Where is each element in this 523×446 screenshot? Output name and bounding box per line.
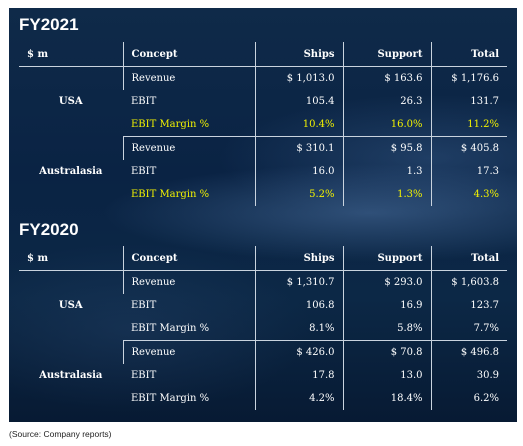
fy2020-table: $ m Concept Ships Support Total USA Reve… xyxy=(19,246,507,410)
total-cell: 123.7 xyxy=(430,294,507,317)
concept-cell: EBIT Margin % xyxy=(131,189,210,200)
table-row: USA Revenue $ 1,310.7 $ 293.0 $ 1,603.8 xyxy=(19,270,507,311)
table-row: EBIT Margin % 8.1% 5.8% 7.7% xyxy=(19,317,507,341)
concept-cell: Revenue xyxy=(122,270,255,294)
table-row-highlight: EBIT Margin % 10.4% 16.0% 11.2% xyxy=(19,113,507,137)
support-cell: 5.8% xyxy=(342,317,431,341)
total-cell: 4.3% xyxy=(430,183,507,206)
total-cell: 30.9 xyxy=(430,364,507,387)
table-row: EBIT Margin % 4.2% 18.4% 6.2% xyxy=(19,387,507,410)
table-row: EBIT 16.0 1.3 17.3 xyxy=(19,160,507,183)
concept-cell: Revenue xyxy=(122,66,255,90)
region-label: Australasia xyxy=(39,369,103,381)
concept-cell: EBIT xyxy=(131,370,157,381)
header-concept: Concept xyxy=(122,246,255,271)
total-cell: $ 405.8 xyxy=(430,136,507,160)
header-support: Support xyxy=(342,246,431,271)
header-unit: $ m xyxy=(19,246,123,271)
ships-cell: $ 426.0 xyxy=(254,340,343,364)
table-row: Australasia Revenue $ 426.0 $ 70.8 $ 496… xyxy=(19,340,507,381)
ships-cell: $ 1,310.7 xyxy=(254,270,343,294)
concept-cell: EBIT Margin % xyxy=(123,113,255,137)
total-cell: 11.2% xyxy=(430,113,507,137)
concept-cell: Revenue xyxy=(122,136,255,160)
header-support: Support xyxy=(342,42,431,67)
total-cell: 17.3 xyxy=(430,160,507,183)
table-row: USA Revenue $ 1,013.0 $ 163.6 $ 1,176.6 xyxy=(19,66,507,107)
total-cell: $ 1,176.6 xyxy=(430,66,507,90)
concept-cell: EBIT xyxy=(131,166,157,177)
source-note: (Source: Company reports) xyxy=(9,429,112,439)
support-cell: $ 95.8 xyxy=(342,136,431,160)
ships-cell: 10.4% xyxy=(254,113,343,137)
total-cell: $ 496.8 xyxy=(430,340,507,364)
ships-cell: 17.8 xyxy=(254,364,343,387)
support-cell: 13.0 xyxy=(342,364,431,387)
financial-panel: FY2021 $ m Concept Ships Support Total U… xyxy=(9,8,517,422)
ships-cell: 16.0 xyxy=(254,160,343,183)
concept-cell: EBIT Margin % xyxy=(123,317,255,341)
header-total: Total xyxy=(430,246,507,271)
table-header-row: $ m Concept Ships Support Total xyxy=(19,246,507,271)
support-cell: 16.0% xyxy=(342,113,431,137)
support-cell: 18.4% xyxy=(342,387,431,410)
ships-cell: 4.2% xyxy=(254,387,343,410)
region-label: USA xyxy=(58,96,83,108)
header-total: Total xyxy=(430,42,507,67)
total-cell: 131.7 xyxy=(430,90,507,113)
support-cell: 26.3 xyxy=(342,90,431,113)
support-cell: 16.9 xyxy=(342,294,431,317)
fy2020-title: FY2020 xyxy=(19,220,79,239)
fy2021-table: $ m Concept Ships Support Total USA Reve… xyxy=(19,42,507,206)
support-cell: $ 293.0 xyxy=(342,270,431,294)
concept-cell: EBIT xyxy=(131,300,157,311)
total-cell: 7.7% xyxy=(430,317,507,341)
support-cell: 1.3% xyxy=(342,183,431,206)
region-label: USA xyxy=(58,300,83,312)
concept-cell: EBIT xyxy=(131,96,157,107)
header-concept: Concept xyxy=(122,42,255,67)
ships-cell: 106.8 xyxy=(254,294,343,317)
header-ships: Ships xyxy=(254,246,343,271)
support-cell: $ 163.6 xyxy=(342,66,431,90)
ships-cell: $ 1,013.0 xyxy=(254,66,343,90)
table-row: EBIT 105.4 26.3 131.7 xyxy=(19,90,507,113)
ships-cell: 8.1% xyxy=(254,317,343,341)
fy2021-title: FY2021 xyxy=(19,15,79,34)
table-header-row: $ m Concept Ships Support Total xyxy=(19,42,507,67)
header-unit: $ m xyxy=(19,42,123,67)
total-cell: 6.2% xyxy=(430,387,507,410)
support-cell: $ 70.8 xyxy=(342,340,431,364)
concept-cell: Revenue xyxy=(122,340,255,364)
ships-cell: $ 310.1 xyxy=(254,136,343,160)
ships-cell: 5.2% xyxy=(254,183,343,206)
table-row-highlight: EBIT Margin % 5.2% 1.3% 4.3% xyxy=(19,183,507,206)
total-cell: $ 1,603.8 xyxy=(430,270,507,294)
region-label: Australasia xyxy=(39,165,103,177)
ships-cell: 105.4 xyxy=(254,90,343,113)
header-ships: Ships xyxy=(254,42,343,67)
concept-cell: EBIT Margin % xyxy=(131,393,210,404)
support-cell: 1.3 xyxy=(342,160,431,183)
table-row: Australasia Revenue $ 310.1 $ 95.8 $ 405… xyxy=(19,136,507,177)
table-row: EBIT 106.8 16.9 123.7 xyxy=(19,294,507,317)
table-row: EBIT 17.8 13.0 30.9 xyxy=(19,364,507,387)
